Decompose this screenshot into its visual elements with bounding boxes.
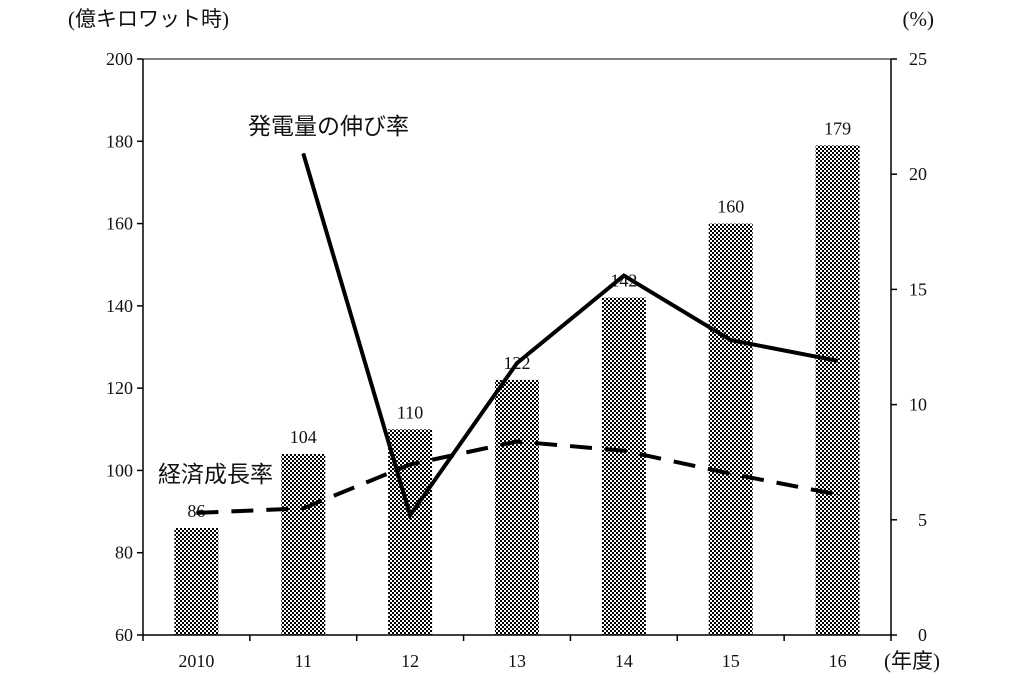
bar-13 xyxy=(495,379,539,635)
bar-label-12: 110 xyxy=(397,402,423,422)
point-economic-growth-15 xyxy=(730,473,732,475)
bar-label-15: 160 xyxy=(717,197,744,217)
lines-layer xyxy=(195,152,839,520)
left-tick-label-160: 160 xyxy=(106,214,133,234)
left-tick-label-60: 60 xyxy=(115,625,133,645)
point-economic-growth-14 xyxy=(623,450,625,452)
bar-16 xyxy=(815,145,860,635)
x-tick-label-12: 12 xyxy=(401,651,419,671)
right-tick-label-10: 10 xyxy=(909,395,927,415)
x-tick-label-14: 14 xyxy=(615,651,633,671)
bars-layer xyxy=(174,145,860,635)
left-tick-label-180: 180 xyxy=(106,131,133,151)
left-axis-unit: (億キロワット時) xyxy=(68,7,229,31)
x-tick-label-13: 13 xyxy=(508,651,526,671)
right-tick-label-20: 20 xyxy=(909,164,927,184)
right-ticks-layer: 0 5 10 15 20 25 xyxy=(891,49,927,645)
x-tick-label-2010: 2010 xyxy=(178,651,214,671)
bar-label-11: 104 xyxy=(290,427,317,447)
point-economic-growth-12 xyxy=(409,464,411,465)
line-generation-growth xyxy=(301,152,838,520)
x-tick-label-16: 16 xyxy=(829,651,847,671)
right-tick-label-0: 0 xyxy=(918,625,927,645)
annotation-generation-growth: 発電量の伸び率 xyxy=(248,114,409,139)
right-axis-unit: (%) xyxy=(903,7,934,31)
right-tick-label-5: 5 xyxy=(918,510,927,530)
plot-frame xyxy=(142,58,892,636)
point-economic-growth-2010 xyxy=(195,512,197,514)
right-tick-label-15: 15 xyxy=(909,279,927,299)
x-axis-unit: (年度) xyxy=(884,649,940,673)
left-tick-label-80: 80 xyxy=(115,543,133,563)
left-tick-label-140: 140 xyxy=(106,296,133,316)
point-economic-growth-13 xyxy=(516,441,518,442)
left-tick-label-100: 100 xyxy=(106,460,133,480)
point-generation-growth-14 xyxy=(623,275,625,277)
bar-label-14: 142 xyxy=(610,271,637,291)
point-generation-growth-12 xyxy=(409,514,411,516)
point-generation-growth-13 xyxy=(516,362,518,364)
bar-15 xyxy=(708,223,753,635)
bar-11 xyxy=(281,454,326,635)
point-economic-growth-11 xyxy=(302,507,304,509)
x-tick-label-11: 11 xyxy=(295,651,312,671)
left-ticks-layer: 60 80 100 120 140 160 180 200 xyxy=(106,49,143,645)
point-economic-growth-16 xyxy=(837,494,839,495)
left-tick-label-200: 200 xyxy=(106,49,133,69)
point-generation-growth-16 xyxy=(837,360,839,362)
annotation-economic-growth: 経済成長率 xyxy=(158,462,273,487)
right-tick-label-25: 25 xyxy=(909,49,927,69)
bar-14 xyxy=(601,297,646,635)
point-generation-growth-11 xyxy=(302,153,304,154)
x-ticks-layer: 2010 11 12 13 14 15 16 xyxy=(142,635,892,671)
bar-label-16: 179 xyxy=(824,118,851,138)
point-generation-growth-15 xyxy=(730,339,732,341)
left-tick-label-120: 120 xyxy=(106,378,133,398)
x-tick-label-15: 15 xyxy=(722,651,740,671)
bar-2010 xyxy=(174,528,219,635)
